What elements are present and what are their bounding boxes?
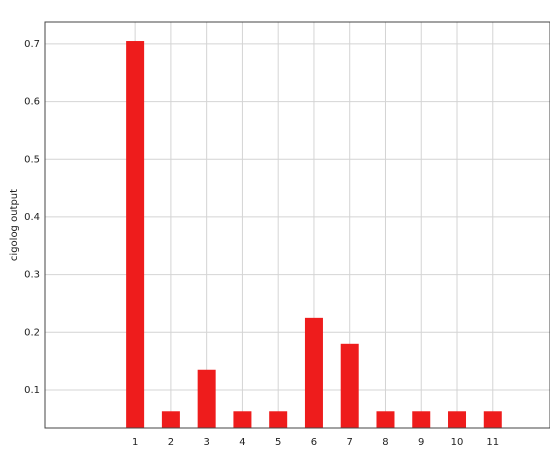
x-tick-label: 7 (347, 437, 353, 448)
y-tick-label: 0.4 (24, 212, 40, 223)
bar (341, 344, 359, 428)
y-tick-label: 0.7 (24, 39, 40, 50)
chart: cigolog output 0.1 0.2 0.3 0.4 0.5 0.6 0.7 1 2 3 4… (0, 0, 550, 454)
bar (162, 411, 180, 428)
y-axis-label: cigolog output (9, 189, 20, 261)
bar (484, 411, 502, 428)
y-tick-label: 0.5 (24, 154, 40, 165)
x-tick-label: 10 (451, 437, 464, 448)
bar (448, 411, 466, 428)
x-tick-label: 8 (382, 437, 388, 448)
x-tick-label: 9 (418, 437, 424, 448)
x-tick-label: 2 (168, 437, 174, 448)
y-tick-label: 0.6 (24, 97, 40, 108)
bar (126, 41, 144, 428)
y-tick-label: 0.1 (24, 385, 40, 396)
bar (198, 370, 216, 428)
x-tick-label: 11 (486, 437, 499, 448)
bar (233, 411, 251, 428)
bar (269, 411, 287, 428)
y-tick-label: 0.2 (24, 327, 40, 338)
y-tick-label: 0.3 (24, 270, 40, 281)
x-tick-label: 1 (132, 437, 138, 448)
x-tick-label: 6 (311, 437, 317, 448)
plot-area (45, 22, 550, 428)
x-tick-label: 5 (275, 437, 281, 448)
bar (412, 411, 430, 428)
x-tick-label: 4 (239, 437, 245, 448)
x-tick-label: 3 (203, 437, 209, 448)
bar (305, 318, 323, 428)
bar (376, 411, 394, 428)
